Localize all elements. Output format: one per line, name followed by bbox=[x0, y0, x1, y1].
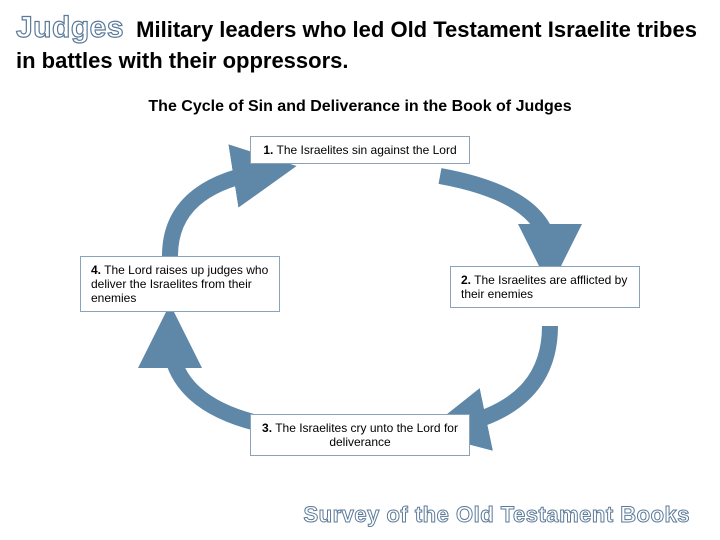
node-text: The Israelites sin against the Lord bbox=[277, 143, 457, 157]
title-line: Judges Military leaders who led Old Test… bbox=[16, 8, 704, 76]
footer-text: Survey of the Old Testament Books bbox=[303, 502, 690, 528]
cycle-diagram: 1. The Israelites sin against the Lord 2… bbox=[80, 126, 640, 466]
header-block: Judges Military leaders who led Old Test… bbox=[0, 0, 720, 80]
node-text: The Lord raises up judges who deliver th… bbox=[91, 263, 268, 305]
cycle-node-bottom: 3. The Israelites cry unto the Lord for … bbox=[250, 414, 470, 456]
cycle-node-top: 1. The Israelites sin against the Lord bbox=[250, 136, 470, 164]
cycle-node-right: 2. The Israelites are afflicted by their… bbox=[450, 266, 640, 308]
node-num: 4. bbox=[91, 263, 101, 277]
node-text: The Israelites are afflicted by their en… bbox=[461, 273, 627, 301]
node-num: 2. bbox=[461, 273, 471, 287]
node-text: The Israelites cry unto the Lord for del… bbox=[275, 421, 458, 449]
lead-word: Judges bbox=[16, 11, 124, 44]
diagram-title: The Cycle of Sin and Deliverance in the … bbox=[0, 98, 720, 116]
node-num: 3. bbox=[262, 421, 272, 435]
node-num: 1. bbox=[263, 143, 273, 157]
cycle-node-left: 4. The Lord raises up judges who deliver… bbox=[80, 256, 280, 312]
